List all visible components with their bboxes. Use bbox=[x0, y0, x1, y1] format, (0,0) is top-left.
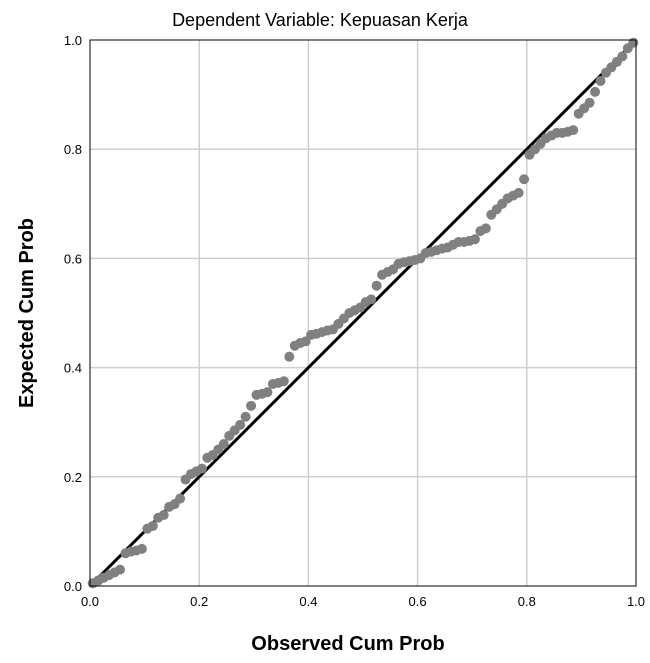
data-point bbox=[175, 493, 186, 504]
data-point bbox=[584, 97, 595, 108]
data-point bbox=[595, 75, 606, 86]
data-point bbox=[136, 543, 147, 554]
x-axis-title: Observed Cum Prob bbox=[251, 633, 444, 655]
data-point bbox=[196, 463, 207, 474]
data-point bbox=[590, 86, 601, 97]
x-tick-label: 0.4 bbox=[299, 594, 317, 609]
data-point bbox=[158, 510, 169, 521]
x-tick-label: 0.6 bbox=[409, 594, 427, 609]
data-point bbox=[115, 564, 126, 575]
tick-labels: 0.0 0.2 0.4 0.6 0.8 1.0 0.0 0.2 0.4 0.6 0.8 1.0 bbox=[64, 33, 645, 609]
x-tick-label: 0.0 bbox=[81, 594, 99, 609]
data-point bbox=[371, 280, 382, 291]
y-tick-label: 0.8 bbox=[64, 142, 82, 157]
data-point bbox=[278, 376, 289, 387]
data-point bbox=[235, 419, 246, 430]
data-point bbox=[519, 174, 530, 185]
y-tick-label: 0.4 bbox=[64, 361, 82, 376]
plot-frame bbox=[89, 39, 637, 587]
x-tick-label: 1.0 bbox=[627, 594, 645, 609]
y-axis-title: Expected Cum Prob bbox=[16, 218, 38, 408]
y-tick-label: 0.6 bbox=[64, 251, 82, 266]
data-point bbox=[617, 51, 628, 62]
x-tick-label: 0.2 bbox=[190, 594, 208, 609]
y-tick-label: 0.0 bbox=[64, 579, 82, 594]
data-point bbox=[480, 223, 491, 234]
data-point bbox=[568, 125, 579, 136]
data-point bbox=[246, 400, 257, 411]
data-point bbox=[366, 294, 377, 305]
data-point bbox=[300, 336, 311, 347]
y-tick-label: 0.2 bbox=[64, 470, 82, 485]
grid-lines bbox=[90, 40, 636, 586]
data-point bbox=[284, 351, 295, 362]
data-point bbox=[147, 520, 158, 531]
data-point bbox=[628, 37, 639, 48]
data-point bbox=[240, 411, 251, 422]
data-point bbox=[513, 187, 524, 198]
chart-title: Dependent Variable: Kepuasan Kerja bbox=[172, 10, 469, 30]
y-tick-label: 1.0 bbox=[64, 33, 82, 48]
x-tick-label: 0.8 bbox=[518, 594, 536, 609]
data-point bbox=[218, 439, 229, 450]
data-point bbox=[262, 387, 273, 398]
data-point bbox=[469, 234, 480, 245]
